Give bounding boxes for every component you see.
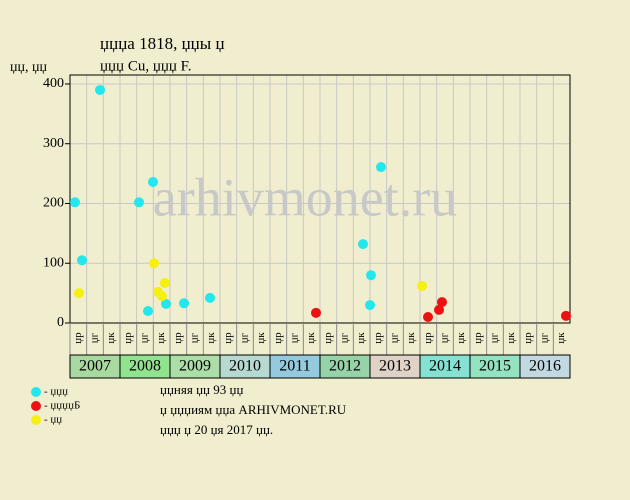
point xyxy=(143,306,153,317)
point xyxy=(161,298,171,309)
quarter-label: џк xyxy=(155,332,167,344)
year-label: 2008 xyxy=(129,358,161,375)
year-label: 2016 xyxy=(529,358,561,375)
legend-swatch xyxy=(31,401,41,411)
quarter-label: џг xyxy=(189,332,201,343)
point xyxy=(160,277,170,288)
quarter-label: џр xyxy=(172,332,184,344)
y-tick-label: 0 xyxy=(57,315,64,330)
point xyxy=(70,197,80,208)
legend-swatch xyxy=(31,415,41,425)
point xyxy=(366,270,376,281)
legend-label: - џџџ xyxy=(44,386,68,398)
quarter-label: џр xyxy=(422,332,434,344)
quarter-label: џг xyxy=(339,332,351,343)
chart-subtitle: џџџ Cu, џџџ F. xyxy=(100,58,192,74)
y-axis-label: џџ, џџ xyxy=(10,60,47,75)
year-label: 2012 xyxy=(329,358,361,375)
quarter-label: џр xyxy=(372,332,384,344)
quarter-label: џр xyxy=(222,332,234,344)
point xyxy=(437,297,447,308)
quarter-label: џк xyxy=(455,332,467,344)
point xyxy=(205,292,215,303)
quarter-label: џк xyxy=(555,332,567,344)
quarter-label: џр xyxy=(122,332,134,344)
watermark: arhivmonet.ru xyxy=(153,167,457,227)
point xyxy=(358,239,368,250)
point xyxy=(311,307,321,318)
quarter-label: џк xyxy=(405,332,417,344)
point xyxy=(434,304,444,315)
point xyxy=(77,255,87,266)
year-label: 2013 xyxy=(379,358,411,375)
quarter-label: џг xyxy=(489,332,501,343)
y-tick-label: 400 xyxy=(43,76,64,91)
year-label: 2010 xyxy=(229,358,261,375)
year-label: 2015 xyxy=(479,358,511,375)
quarter-label: џг xyxy=(439,332,451,343)
quarter-label: џр xyxy=(322,332,334,344)
footer-line: џџняя џџ 93 џџ xyxy=(160,382,243,397)
point xyxy=(134,197,144,208)
point xyxy=(417,280,427,291)
legend-swatch xyxy=(31,387,41,397)
legend-label: - џџ xyxy=(44,414,62,426)
year-label: 2014 xyxy=(429,358,461,375)
point xyxy=(157,291,167,302)
year-label: 2009 xyxy=(179,358,211,375)
quarter-label: џг xyxy=(139,332,151,343)
point xyxy=(148,176,158,187)
quarter-label: џг xyxy=(389,332,401,343)
quarter-label: џг xyxy=(89,332,101,343)
chart-title: џџџа 1818, џџы џ xyxy=(100,34,225,53)
y-tick-label: 100 xyxy=(43,255,64,270)
point xyxy=(376,162,386,173)
footer-line: џџџ џ 20 џя 2017 џџ. xyxy=(160,422,273,437)
quarter-label: џг xyxy=(239,332,251,343)
quarter-label: џр xyxy=(272,332,284,344)
legend-label: - џџџџБ xyxy=(44,400,80,412)
point xyxy=(423,312,433,323)
quarter-label: џр xyxy=(472,332,484,344)
quarter-label: џк xyxy=(305,332,317,344)
point xyxy=(74,288,84,299)
quarter-label: џг xyxy=(539,332,551,343)
footer-line: џ џџџиям џџа ARHIVMONET.RU xyxy=(160,402,347,417)
quarter-label: џг xyxy=(289,332,301,343)
year-label: 2011 xyxy=(279,358,310,375)
point xyxy=(365,300,375,311)
quarter-label: џк xyxy=(105,332,117,344)
point xyxy=(179,298,189,309)
quarter-label: џк xyxy=(505,332,517,344)
point xyxy=(561,310,571,321)
quarter-label: џк xyxy=(355,332,367,344)
year-label: 2007 xyxy=(79,358,111,375)
quarter-label: џк xyxy=(255,332,267,344)
quarter-label: џк xyxy=(205,332,217,344)
quarter-label: џр xyxy=(522,332,534,344)
quarter-label: џр xyxy=(72,332,84,344)
y-tick-label: 300 xyxy=(43,136,64,151)
point xyxy=(95,84,105,95)
y-tick-label: 200 xyxy=(43,196,64,211)
point xyxy=(149,258,159,269)
